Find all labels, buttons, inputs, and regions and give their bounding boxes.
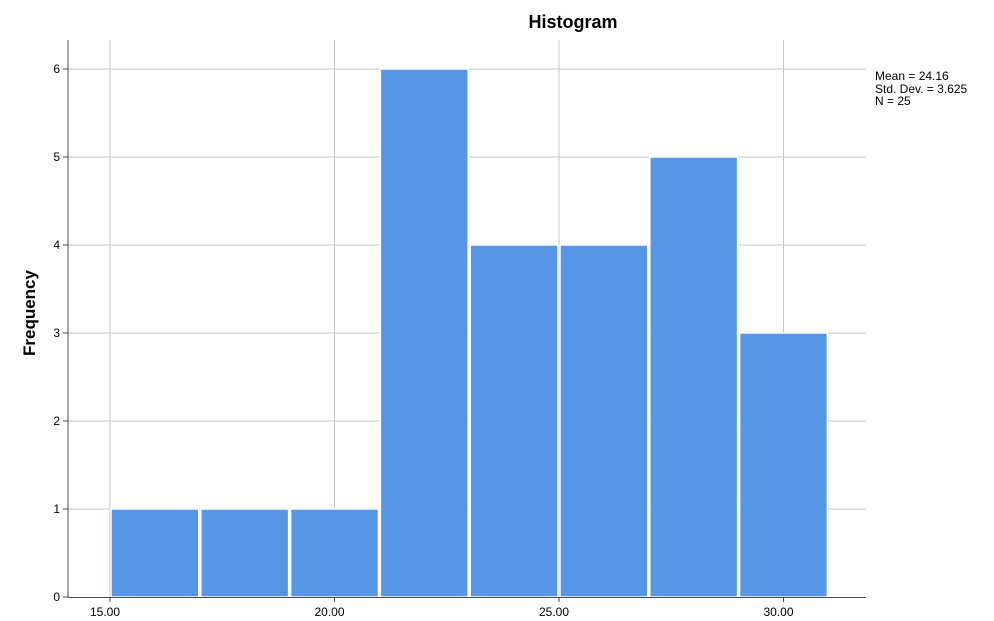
y-tick-label-3: 3	[53, 326, 60, 340]
x-tick-label-0: 15.00	[90, 605, 120, 619]
y-tick-label-6: 6	[53, 62, 60, 76]
histogram-bar-5	[559, 244, 649, 598]
y-tick-label-4: 4	[53, 238, 60, 252]
histogram-bar-4	[469, 244, 559, 598]
histogram-bar-7	[738, 332, 829, 598]
y-tick-label-0: 0	[53, 590, 60, 604]
y-tick-label-5: 5	[53, 150, 60, 164]
chart-title: Histogram	[528, 12, 618, 32]
histogram-bar-6	[649, 156, 739, 598]
x-tick-label-2: 25.00	[539, 605, 569, 619]
histogram-bar-1	[200, 508, 290, 598]
stat-mean: Mean = 24.16	[875, 69, 949, 83]
y-tick-label-2: 2	[53, 414, 60, 428]
stat-std-dev: Std. Dev. = 3.625	[875, 81, 968, 96]
x-tick-label-1: 20.00	[314, 605, 344, 619]
y-tick-label-1: 1	[53, 502, 60, 516]
histogram-bar-2	[289, 508, 380, 598]
histogram-bar-3	[379, 68, 469, 598]
summary-statistics: Mean = 24.16 Std. Dev. = 3.625 N = 25	[875, 70, 967, 108]
stat-n: N = 25	[875, 94, 911, 108]
x-tick-label-3: 30.00	[763, 605, 793, 619]
histogram-bar-0	[110, 508, 200, 598]
